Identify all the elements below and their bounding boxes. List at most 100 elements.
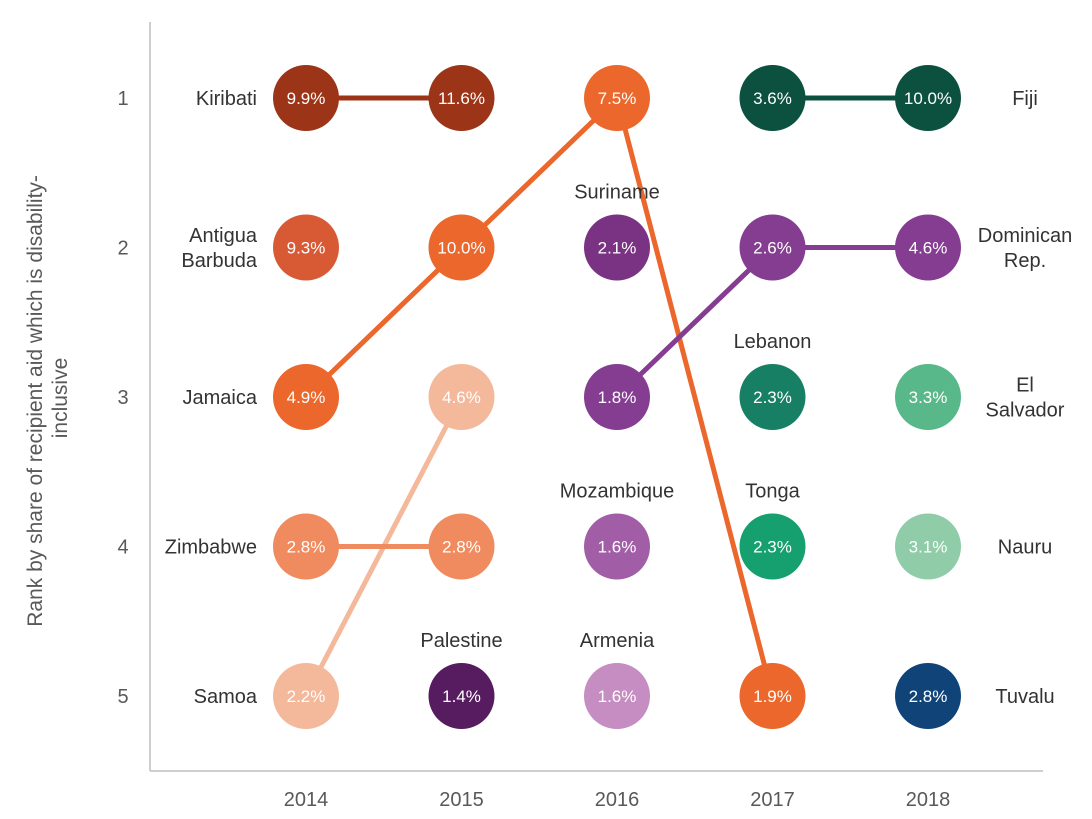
country-label-line: Tonga: [745, 481, 800, 503]
value-labels: 9.9% 9.3% 4.9% 2.8% 2.2% 11.6% 10.0% 4.6% 2.8% 1.…: [287, 89, 952, 706]
point-fiji-2017: [739, 65, 806, 131]
point-zimbabwe-2015: [428, 513, 495, 580]
y-axis-label-line-2: inclusive: [49, 358, 72, 439]
point-tonga-2017: [739, 513, 806, 580]
x-tick-2018: 2018: [906, 789, 951, 811]
country-label-tuvalu: Tuvalu: [995, 686, 1054, 708]
value-label-2014-rank-5: 2.2%: [287, 687, 326, 706]
value-label-2014-rank-3: 4.9%: [287, 388, 326, 407]
value-label-2017-rank-5: 1.9%: [753, 687, 792, 706]
x-tick-labels: 2014 2015 2016 2017 2018: [284, 789, 951, 811]
value-label-2018-rank-5: 2.8%: [909, 687, 948, 706]
point-mozambique-2016: [584, 513, 650, 580]
value-label-2018-rank-1: 10.0%: [904, 89, 952, 108]
country-labels: Kiribati Antigua Barbuda Jamaica Zimbabwe Sam…: [165, 88, 1073, 708]
x-tick-2015: 2015: [439, 789, 484, 811]
country-label-palestine: Palestine: [420, 630, 502, 652]
value-label-2016-rank-3: 1.8%: [598, 388, 637, 407]
country-label-el-salvador: El Salvador: [986, 375, 1065, 422]
point-jamaica-2014: [273, 364, 339, 430]
country-label-nauru: Nauru: [998, 537, 1052, 559]
point-suriname-2016: [584, 214, 650, 281]
point-kiribati-2014: [273, 65, 339, 131]
value-label-2015-rank-3: 4.6%: [442, 388, 481, 407]
value-label-2017-rank-4: 2.3%: [753, 538, 792, 557]
value-label-2016-rank-4: 1.6%: [598, 538, 637, 557]
country-label-line: Samoa: [194, 686, 258, 708]
value-label-2014-rank-2: 9.3%: [287, 239, 326, 258]
value-label-2018-rank-2: 4.6%: [909, 239, 948, 258]
x-tick-2014: 2014: [284, 789, 329, 811]
country-label-dominican-rep: Dominican Rep.: [978, 225, 1072, 272]
point-dominican-rep-2016: [584, 364, 650, 430]
point-tuvalu-2018: [895, 663, 961, 729]
value-label-2015-rank-1: 11.6%: [438, 89, 485, 108]
country-label-line: Palestine: [420, 630, 502, 652]
country-label-line: Antigua: [189, 225, 258, 247]
value-label-2016-rank-2: 2.1%: [598, 239, 637, 258]
country-label-line: Rep.: [1004, 250, 1046, 272]
value-label-2015-rank-2: 10.0%: [437, 239, 485, 258]
country-label-line: Armenia: [580, 630, 655, 652]
country-label-line: El: [1016, 375, 1034, 397]
x-tick-2016: 2016: [595, 789, 640, 811]
country-label-line: Salvador: [986, 400, 1065, 422]
point-dominican-rep-2018: [895, 214, 961, 281]
point-armenia-2016: [584, 663, 650, 729]
country-label-line: Barbuda: [181, 250, 257, 272]
series-line-jamaica: [304, 95, 775, 697]
country-label-fiji: Fiji: [1012, 88, 1038, 110]
country-label-kiribati: Kiribati: [196, 88, 257, 110]
y-axis-label: Rank by share of recipient aid which is …: [24, 169, 72, 627]
country-label-line: Kiribati: [196, 88, 257, 110]
y-tick-1: 1: [117, 88, 128, 110]
point-samoa-2014: [273, 663, 339, 729]
y-tick-2: 2: [117, 238, 128, 260]
value-label-2016-rank-1: 7.5%: [598, 89, 637, 108]
value-label-2015-rank-5: 1.4%: [442, 687, 481, 706]
point-el-salvador-2018: [895, 364, 961, 430]
y-tick-5: 5: [117, 686, 128, 708]
country-label-line: Lebanon: [734, 331, 812, 353]
point-fiji-2018: [895, 65, 961, 131]
value-label-2016-rank-5: 1.6%: [598, 687, 637, 706]
value-label-2014-rank-1: 9.9%: [287, 89, 326, 108]
point-jamaica-2015: [428, 214, 495, 281]
country-label-samoa: Samoa: [194, 686, 258, 708]
country-label-line: Fiji: [1012, 88, 1038, 110]
point-palestine-2015: [428, 663, 495, 729]
x-tick-2017: 2017: [750, 789, 795, 811]
point-dominican-rep-2017: [739, 214, 806, 281]
country-label-tonga: Tonga: [745, 481, 800, 503]
country-label-zimbabwe: Zimbabwe: [165, 537, 257, 559]
country-label-line: Mozambique: [560, 481, 675, 503]
value-label-2015-rank-4: 2.8%: [442, 538, 481, 557]
country-label-line: Nauru: [998, 537, 1052, 559]
y-tick-labels: 1 2 3 4 5: [117, 88, 128, 708]
country-label-line: Suriname: [574, 182, 660, 204]
country-label-jamaica: Jamaica: [183, 387, 258, 409]
value-label-2017-rank-2: 2.6%: [753, 239, 792, 258]
point-jamaica-2016: [584, 65, 650, 131]
country-label-line: Zimbabwe: [165, 537, 257, 559]
value-label-2018-rank-4: 3.1%: [909, 538, 948, 557]
point-jamaica-2017: [739, 663, 806, 729]
value-label-2018-rank-3: 3.3%: [909, 388, 948, 407]
value-label-2017-rank-1: 3.6%: [753, 89, 792, 108]
country-label-suriname: Suriname: [574, 182, 660, 204]
rank-markers: [273, 65, 961, 729]
value-label-2017-rank-3: 2.3%: [753, 388, 792, 407]
country-label-lebanon: Lebanon: [734, 331, 812, 353]
y-axis-label-line-1: Rank by share of recipient aid which is …: [24, 175, 47, 627]
country-label-line: Jamaica: [183, 387, 258, 409]
value-label-2014-rank-4: 2.8%: [287, 538, 326, 557]
country-label-line: Dominican: [978, 225, 1072, 247]
country-label-mozambique: Mozambique: [560, 481, 675, 503]
country-label-armenia: Armenia: [580, 630, 655, 652]
y-tick-3: 3: [117, 387, 128, 409]
point-lebanon-2017: [739, 364, 806, 430]
y-tick-4: 4: [117, 537, 128, 559]
point-zimbabwe-2014: [273, 513, 339, 580]
country-label-line: Tuvalu: [995, 686, 1054, 708]
